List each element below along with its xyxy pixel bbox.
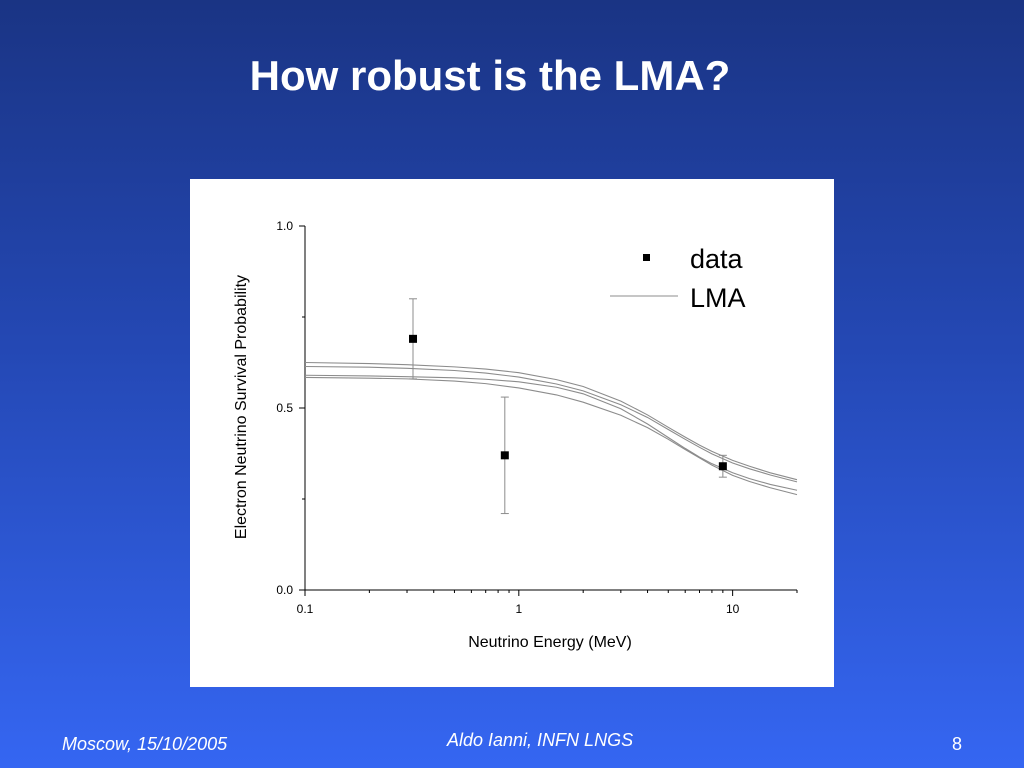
- data-point: [718, 462, 727, 471]
- legend-lma-label: LMA: [690, 283, 746, 313]
- axes-layer: 0.0 0.5 1.0 0.1 1 10: [276, 219, 798, 616]
- slide-title: How robust is the LMA?: [249, 52, 731, 99]
- data-point: [500, 451, 509, 460]
- y-tick-label: 0.0: [276, 583, 293, 597]
- footer-location-date: Moscow, 15/10/2005: [62, 734, 228, 754]
- chart-panel: 0.0 0.5 1.0 0.1 1 10 Neutrino Energy (MeV) El…: [190, 179, 834, 687]
- x-axis-label: Neutrino Energy (MeV): [468, 634, 632, 651]
- x-tick-label: 10: [726, 602, 740, 616]
- survival-probability-chart: 0.0 0.5 1.0 0.1 1 10 Neutrino Energy (MeV) El…: [233, 219, 798, 651]
- data-point: [409, 334, 418, 343]
- legend-data-marker: [643, 254, 650, 261]
- legend-data-label: data: [690, 244, 744, 274]
- y-tick-label: 1.0: [276, 219, 293, 233]
- lma-curve-3: [304, 376, 798, 496]
- page-number: 8: [952, 734, 963, 754]
- y-axis-label: Electron Neutrino Survival Probability: [233, 275, 250, 539]
- y-tick-label: 0.5: [276, 401, 293, 415]
- lma-curve-2: [304, 374, 798, 491]
- data-points-layer: [409, 298, 727, 515]
- lma-curves-layer: [304, 361, 798, 496]
- x-tick-label: 1: [515, 602, 522, 616]
- legend: data LMA: [610, 244, 746, 313]
- x-tick-label: 0.1: [297, 602, 314, 616]
- lma-curve-1: [304, 361, 798, 481]
- lma-curve-4: [304, 365, 798, 483]
- footer-author: Aldo Ianni, INFN LNGS: [447, 730, 634, 750]
